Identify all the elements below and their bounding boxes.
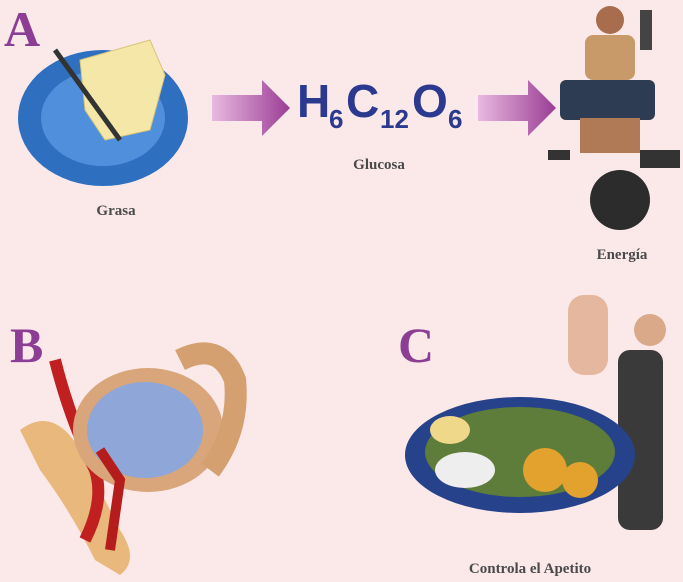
formula-subscript: 6 [448,104,462,134]
panel-letter: A [4,1,40,57]
formula-subscript: 12 [380,104,409,134]
formula-symbol: H [297,75,330,127]
label: Controla el Apetito [469,561,591,577]
label: Grasa [96,203,136,219]
diagram: A Grasa Glucosa Energía H 6 C 12 O 6 B C… [0,0,683,582]
label: Glucosa [353,157,405,173]
panel-letter: B [10,317,43,373]
formula-symbol: O [412,75,448,127]
panel-letter: C [398,317,434,373]
formula-subscript: 6 [329,104,343,134]
label: Energía [597,247,648,263]
formula-symbol: C [346,75,379,127]
page: A Grasa Glucosa Energía H 6 C 12 O 6 B C… [0,0,683,582]
